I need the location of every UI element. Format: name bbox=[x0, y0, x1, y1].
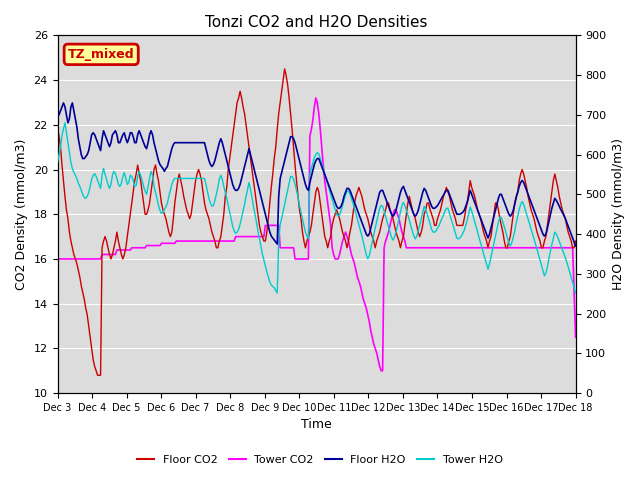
Floor H2O bbox=[361, 227, 369, 233]
Tower CO2 bbox=[567, 245, 575, 251]
Tower H2O bbox=[567, 274, 575, 280]
Floor CO2 bbox=[296, 207, 303, 213]
Floor CO2 bbox=[193, 171, 201, 177]
Floor H2O bbox=[572, 243, 579, 249]
Tower H2O bbox=[54, 160, 61, 166]
Floor H2O bbox=[294, 152, 302, 157]
Tower H2O bbox=[552, 231, 560, 237]
Tower CO2 bbox=[192, 238, 200, 244]
Tower CO2 bbox=[292, 256, 300, 262]
X-axis label: Time: Time bbox=[301, 419, 332, 432]
Tower CO2 bbox=[361, 301, 369, 307]
Floor CO2 bbox=[54, 126, 61, 132]
Title: Tonzi CO2 and H2O Densities: Tonzi CO2 and H2O Densities bbox=[205, 15, 428, 30]
Floor CO2 bbox=[567, 238, 575, 244]
Tower CO2 bbox=[572, 335, 579, 340]
Line: Tower CO2: Tower CO2 bbox=[58, 98, 575, 371]
Tower CO2 bbox=[332, 256, 339, 262]
Tower H2O bbox=[333, 211, 340, 217]
Floor H2O bbox=[332, 199, 339, 205]
Tower H2O bbox=[193, 176, 201, 181]
Y-axis label: H2O Density (mmol/m3): H2O Density (mmol/m3) bbox=[612, 138, 625, 290]
Tower CO2 bbox=[552, 245, 560, 251]
Tower H2O bbox=[296, 203, 303, 208]
Tower H2O bbox=[362, 252, 370, 258]
Tower CO2 bbox=[378, 368, 385, 373]
Text: TZ_mixed: TZ_mixed bbox=[68, 48, 134, 61]
Floor CO2 bbox=[281, 66, 289, 72]
Tower H2O bbox=[273, 290, 281, 296]
Tower H2O bbox=[61, 120, 68, 126]
Floor H2O bbox=[193, 140, 201, 145]
Tower CO2 bbox=[54, 256, 61, 262]
Floor H2O bbox=[551, 195, 559, 201]
Floor H2O bbox=[60, 100, 67, 106]
Tower CO2 bbox=[312, 95, 319, 101]
Floor CO2 bbox=[333, 207, 340, 213]
Line: Floor CO2: Floor CO2 bbox=[58, 69, 575, 375]
Line: Floor H2O: Floor H2O bbox=[58, 103, 575, 246]
Floor CO2 bbox=[94, 372, 102, 378]
Line: Tower H2O: Tower H2O bbox=[58, 123, 575, 293]
Y-axis label: CO2 Density (mmol/m3): CO2 Density (mmol/m3) bbox=[15, 139, 28, 290]
Legend: Floor CO2, Tower CO2, Floor H2O, Tower H2O: Floor CO2, Tower CO2, Floor H2O, Tower H… bbox=[133, 451, 507, 469]
Floor CO2 bbox=[362, 211, 370, 217]
Floor CO2 bbox=[552, 178, 560, 183]
Floor H2O bbox=[54, 112, 61, 118]
Floor H2O bbox=[566, 227, 573, 233]
Tower H2O bbox=[572, 290, 579, 296]
Floor CO2 bbox=[572, 238, 579, 244]
